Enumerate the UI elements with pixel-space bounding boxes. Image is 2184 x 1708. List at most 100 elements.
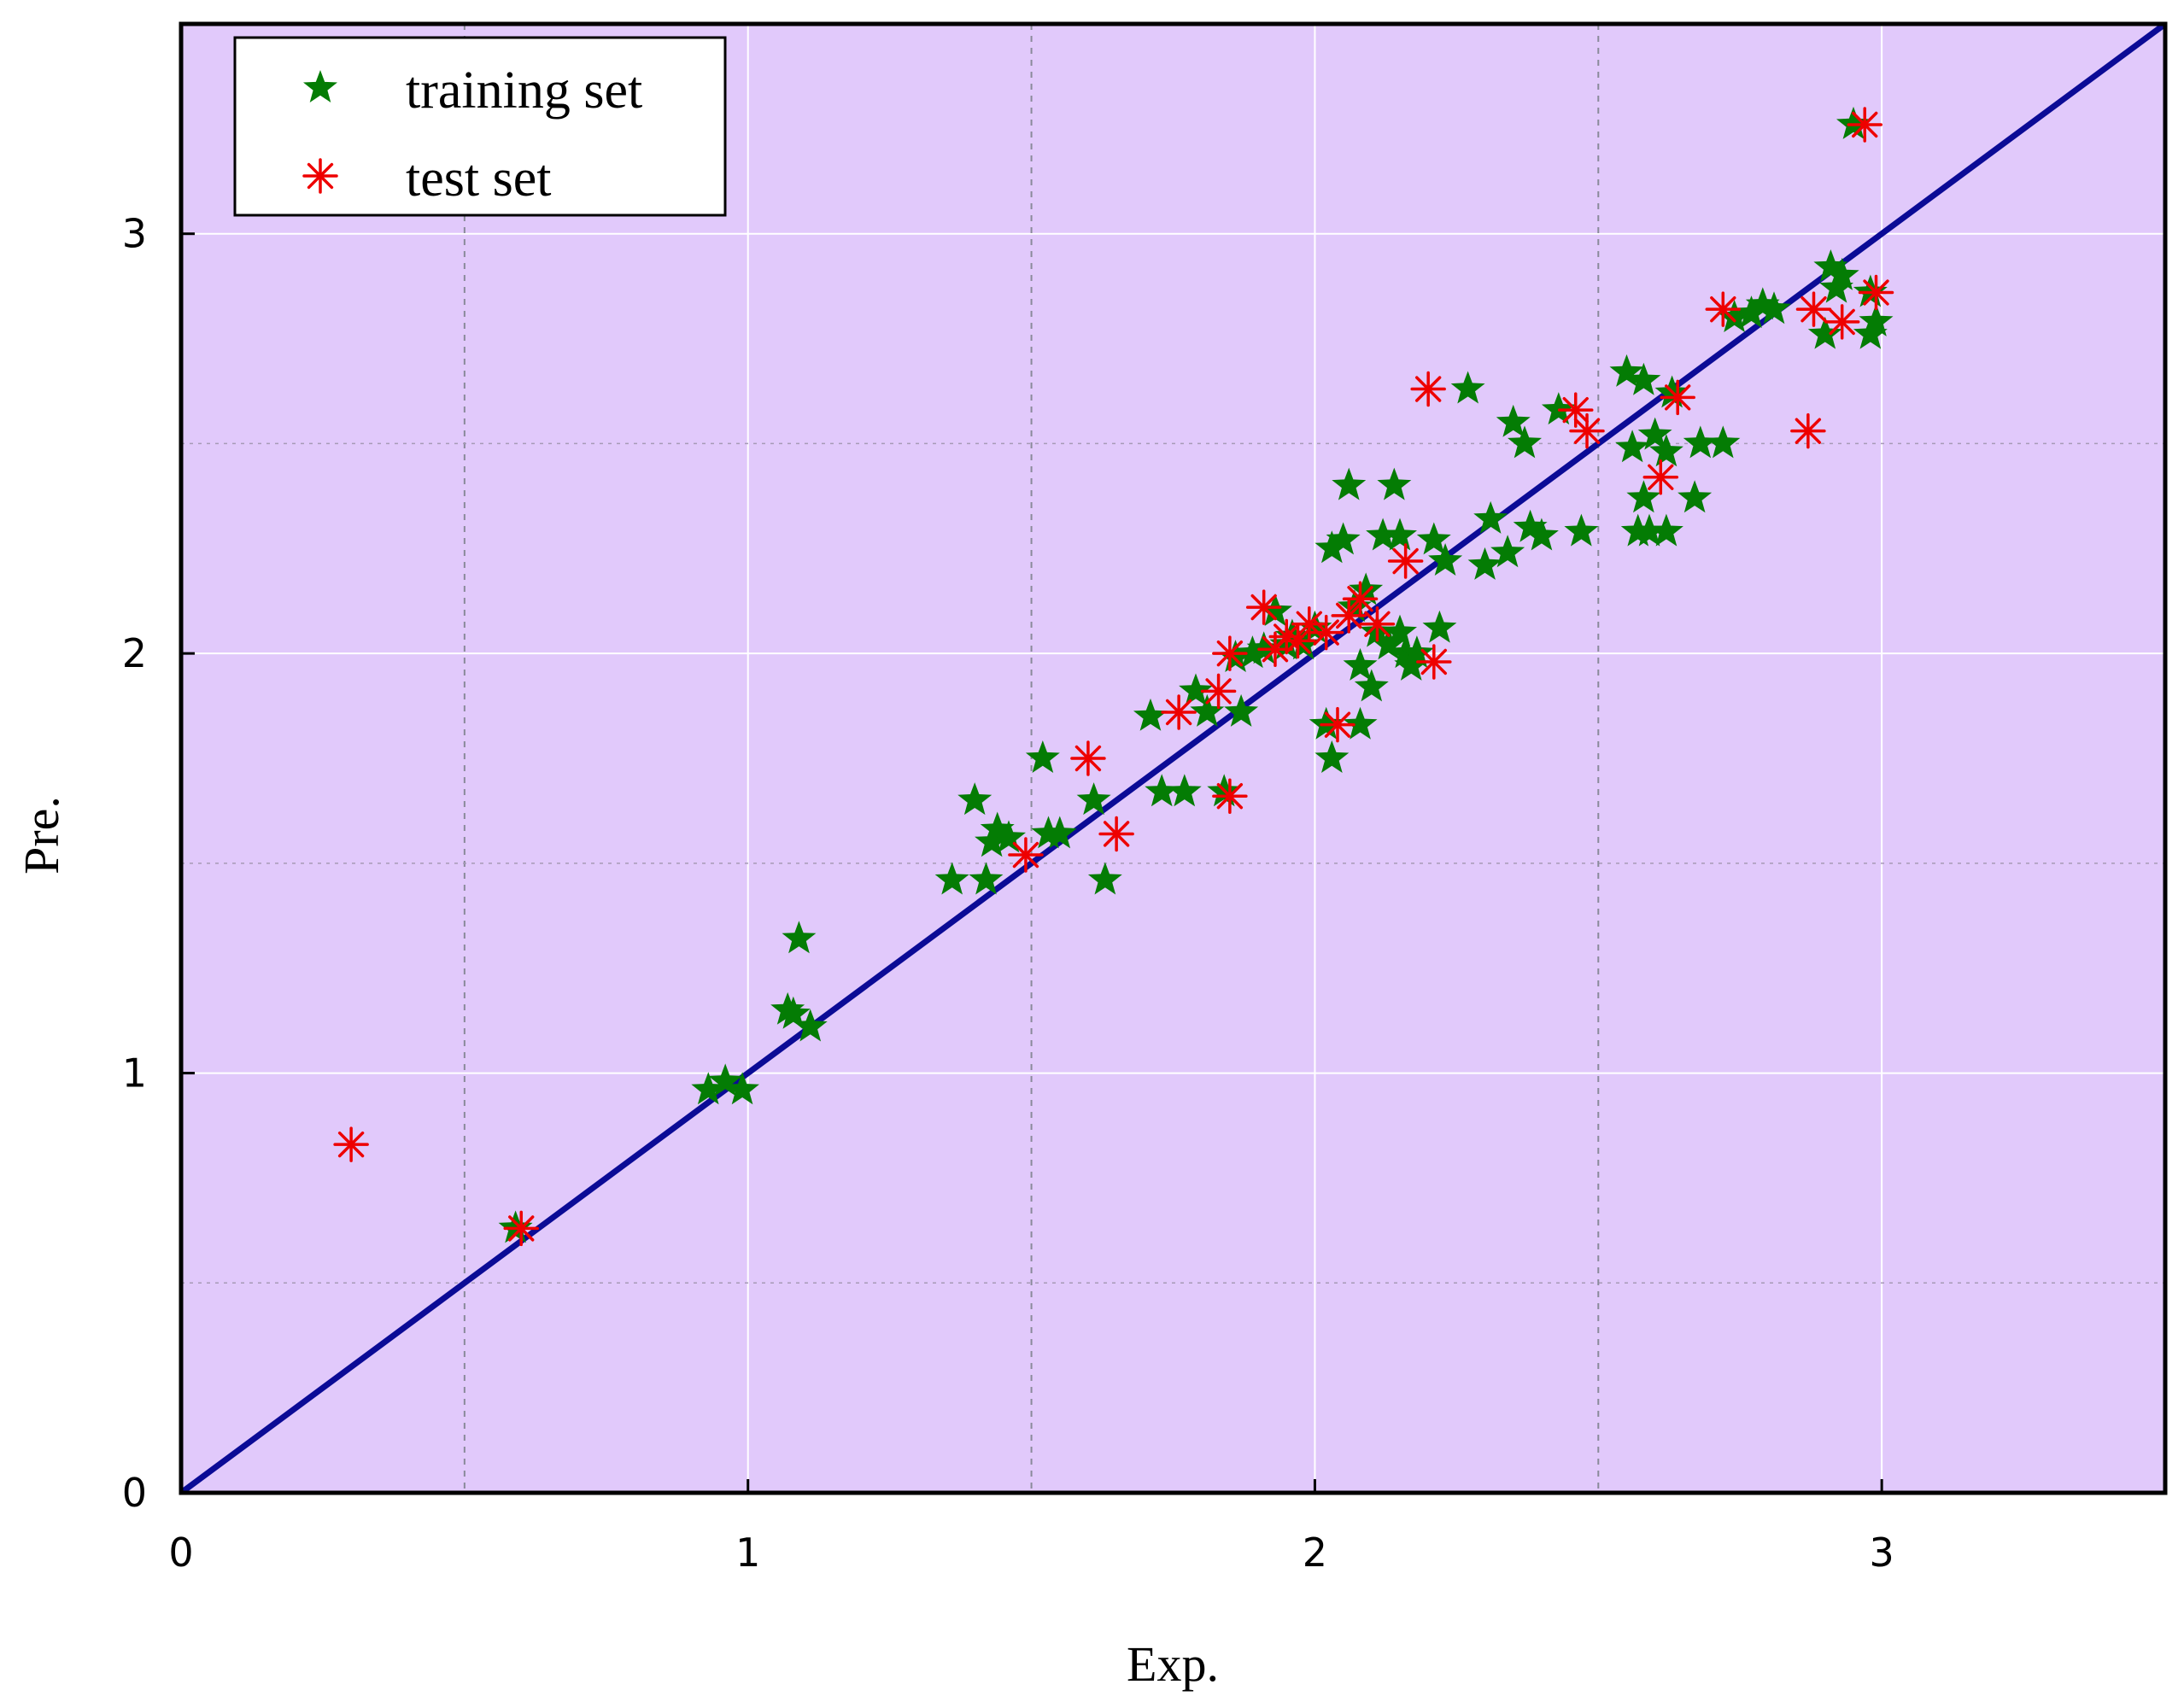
test-point bbox=[1642, 459, 1679, 495]
training-point bbox=[1377, 467, 1412, 500]
training-point bbox=[1314, 530, 1350, 564]
training-point bbox=[1371, 627, 1406, 660]
x-tick-label: 2 bbox=[1303, 1530, 1327, 1576]
x-tick-label: 1 bbox=[735, 1530, 760, 1576]
y-tick-label: 2 bbox=[122, 630, 147, 676]
test-point bbox=[1308, 614, 1344, 651]
test-point bbox=[1847, 107, 1882, 143]
training-point bbox=[1309, 706, 1344, 740]
training-point bbox=[1343, 706, 1378, 740]
training-point bbox=[1637, 417, 1672, 450]
training-point bbox=[1706, 425, 1741, 459]
test-point bbox=[1569, 412, 1605, 449]
training-point bbox=[1422, 610, 1457, 643]
training-point bbox=[770, 991, 805, 1025]
training-point bbox=[1297, 610, 1332, 643]
training-point bbox=[1745, 287, 1780, 320]
training-point bbox=[1757, 291, 1791, 325]
training-point bbox=[1042, 816, 1077, 849]
training-point bbox=[1609, 354, 1644, 387]
training-point bbox=[1473, 500, 1508, 534]
y-tick-label: 1 bbox=[122, 1050, 147, 1097]
test-point bbox=[1342, 581, 1379, 617]
training-point bbox=[1513, 509, 1548, 542]
legend: training set test set bbox=[233, 36, 727, 217]
legend-box bbox=[233, 36, 727, 217]
test-set-series bbox=[333, 107, 1894, 1247]
test-point bbox=[1557, 392, 1594, 428]
test-point bbox=[1320, 706, 1355, 743]
test-point bbox=[1790, 412, 1826, 449]
training-point bbox=[1824, 257, 1859, 290]
training-point bbox=[782, 921, 817, 954]
training-point bbox=[1354, 669, 1389, 702]
training-point bbox=[1836, 106, 1871, 139]
training-point bbox=[1399, 635, 1434, 669]
training-point bbox=[1496, 404, 1531, 437]
test-point bbox=[1291, 605, 1327, 642]
training-point bbox=[1416, 522, 1451, 555]
training-point bbox=[1167, 774, 1202, 807]
x-tick-label: 0 bbox=[168, 1530, 193, 1576]
training-point bbox=[1133, 698, 1168, 731]
training-point bbox=[1218, 640, 1253, 672]
training-point bbox=[1235, 635, 1270, 669]
training-point bbox=[1541, 392, 1576, 425]
training-point bbox=[1428, 543, 1463, 576]
test-point bbox=[1279, 623, 1316, 659]
training-point bbox=[980, 811, 1015, 845]
test-point bbox=[1212, 635, 1248, 671]
test-point bbox=[333, 1126, 369, 1162]
training-point bbox=[1179, 673, 1213, 706]
training-point bbox=[1807, 316, 1842, 349]
test-point bbox=[1008, 837, 1044, 873]
test-point bbox=[1824, 304, 1860, 340]
axis-ticks: 0 1 2 3 0 1 2 3 bbox=[122, 211, 1894, 1576]
training-point bbox=[1025, 740, 1060, 773]
training-point bbox=[934, 862, 969, 895]
training-point bbox=[1314, 740, 1350, 773]
test-point bbox=[1070, 740, 1106, 776]
training-point bbox=[1258, 594, 1292, 626]
legend-training-label: training set bbox=[406, 61, 642, 120]
legend-test-label: test set bbox=[406, 149, 551, 208]
training-point bbox=[1349, 572, 1384, 605]
test-point bbox=[1858, 274, 1894, 311]
training-point bbox=[1246, 631, 1281, 664]
plot-frame bbox=[179, 21, 2168, 1495]
training-point bbox=[691, 1072, 726, 1105]
training-point bbox=[1145, 774, 1180, 807]
training-point bbox=[1326, 522, 1361, 555]
training-point bbox=[1853, 274, 1888, 307]
legend-test-marker-icon bbox=[302, 158, 338, 194]
training-point bbox=[1190, 693, 1225, 727]
training-point bbox=[1286, 627, 1321, 660]
training-point bbox=[1467, 547, 1502, 580]
y-tick-label: 3 bbox=[122, 211, 147, 257]
test-point bbox=[1161, 694, 1197, 730]
test-point bbox=[1245, 589, 1282, 625]
training-point bbox=[725, 1072, 759, 1105]
training-point bbox=[969, 862, 1004, 895]
test-point bbox=[1660, 379, 1695, 416]
test-point bbox=[1416, 644, 1452, 680]
training-point bbox=[708, 1063, 743, 1097]
training-point bbox=[1678, 480, 1713, 513]
test-point bbox=[1795, 291, 1832, 327]
training-point bbox=[1564, 513, 1599, 547]
legend-star-icon bbox=[303, 70, 337, 102]
data-points bbox=[333, 106, 1894, 1247]
training-point bbox=[957, 782, 992, 816]
training-point bbox=[1450, 371, 1485, 404]
training-point bbox=[1717, 300, 1752, 332]
training-point bbox=[992, 820, 1026, 853]
training-point bbox=[1649, 434, 1683, 467]
training-point bbox=[1366, 518, 1400, 551]
training-point bbox=[793, 1009, 828, 1042]
training-point bbox=[1615, 430, 1650, 463]
training-point bbox=[1859, 303, 1894, 336]
test-point bbox=[1387, 543, 1424, 579]
y-tick-label: 0 bbox=[122, 1470, 147, 1516]
training-point bbox=[1332, 467, 1367, 500]
